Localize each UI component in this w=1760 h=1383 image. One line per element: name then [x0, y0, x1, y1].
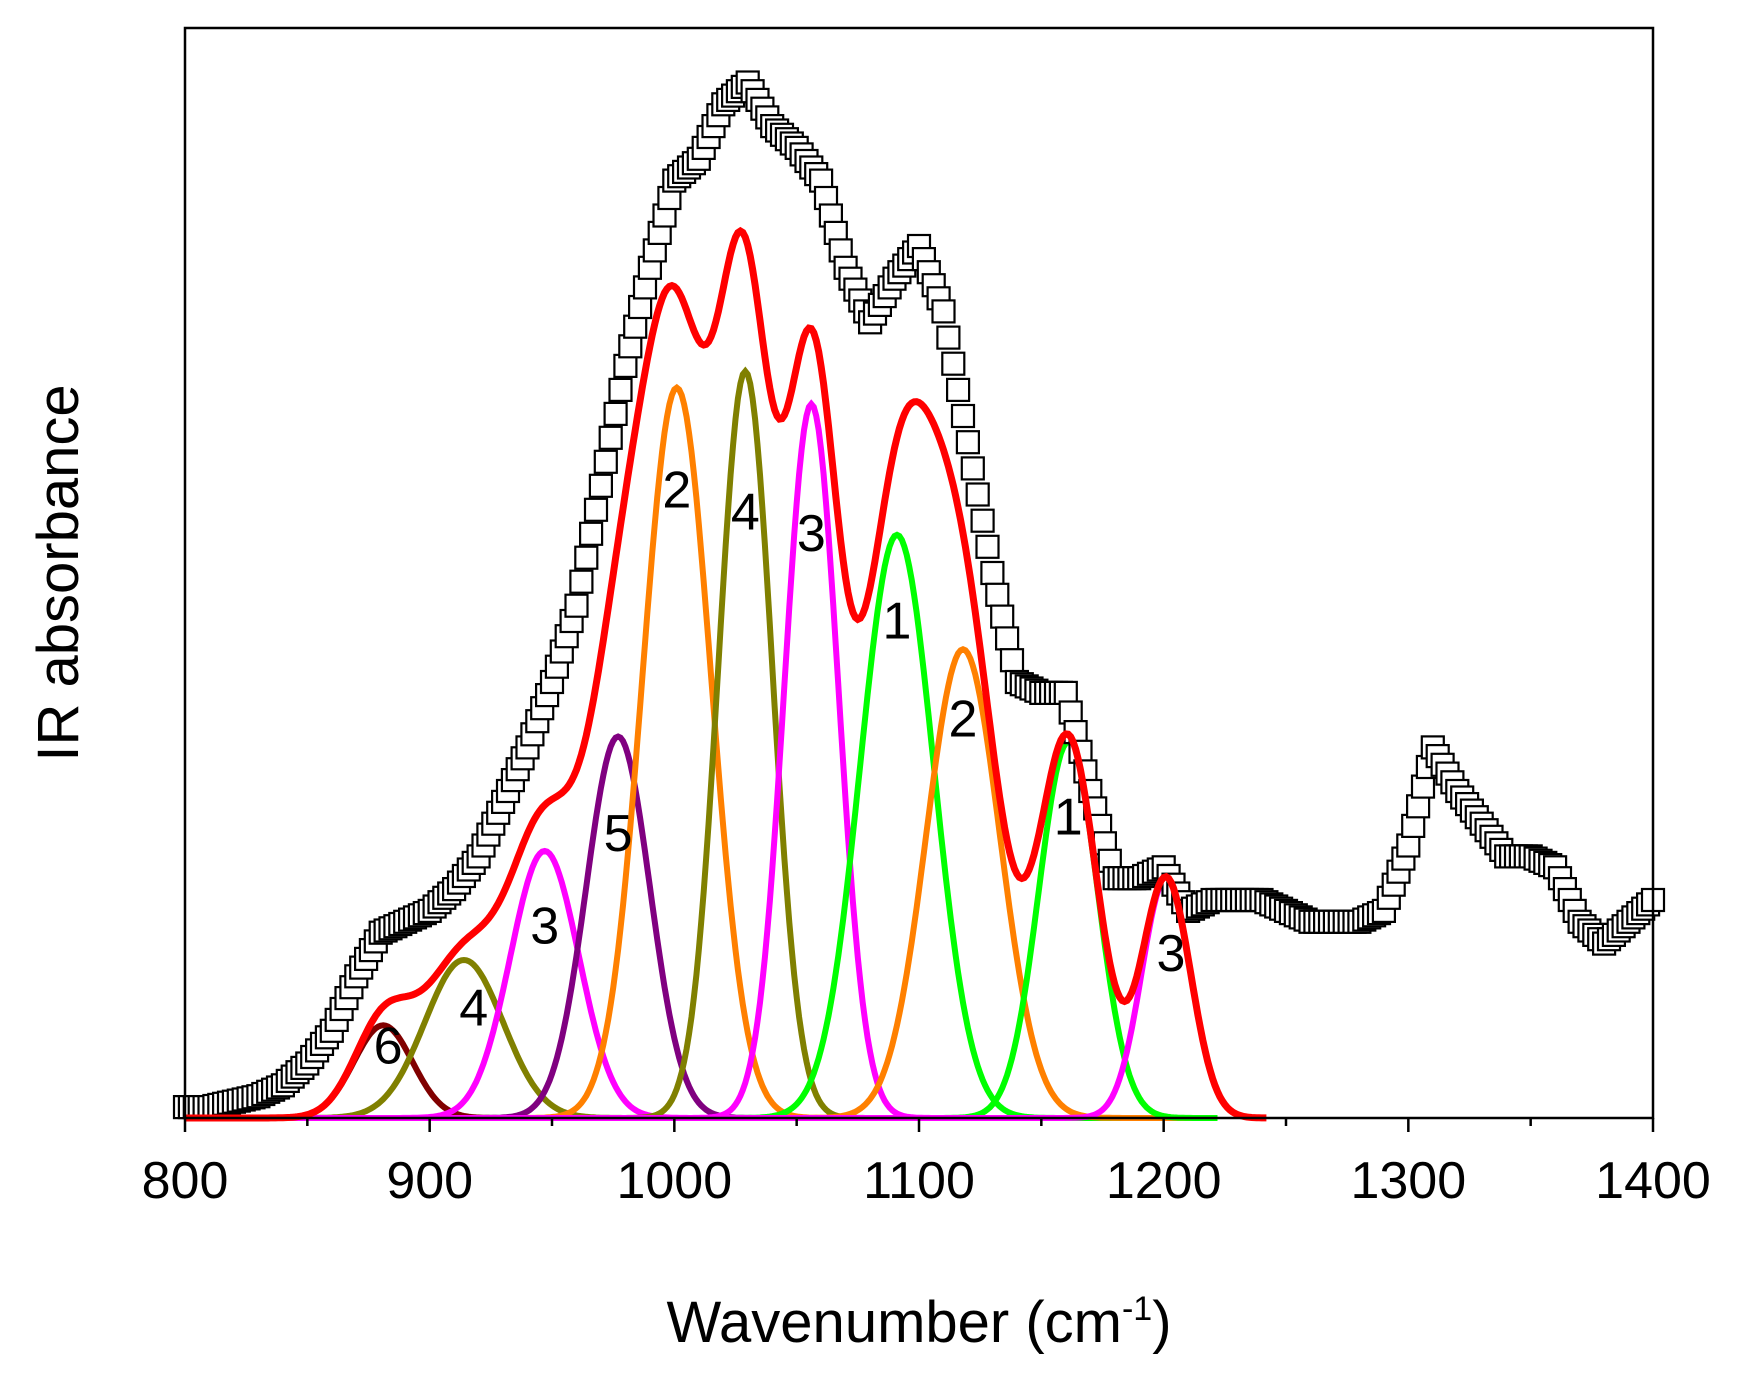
measured-point — [574, 545, 599, 570]
measured-point — [945, 377, 971, 402]
measured-point — [990, 604, 1015, 629]
peak-label-1: 6 — [374, 1018, 403, 1076]
peak-label-9: 2 — [949, 691, 978, 749]
plot-frame — [183, 26, 1655, 1120]
measured-point — [999, 648, 1025, 673]
measured-point — [569, 569, 594, 594]
measured-point — [603, 401, 628, 426]
peak-label-4: 5 — [604, 805, 633, 863]
measured-point — [970, 508, 995, 533]
peak-label-11: 3 — [1157, 925, 1186, 983]
peak-label-2: 4 — [459, 979, 488, 1037]
x-axis-title-main: Wavenumber (cm — [666, 1290, 1122, 1355]
x-tick-label: 900 — [386, 1152, 473, 1210]
peak-label-7: 3 — [797, 505, 826, 563]
measured-point — [608, 377, 633, 402]
measured-point — [593, 449, 618, 474]
peak-label-10: 1 — [1054, 789, 1083, 847]
peak-label-8: 1 — [883, 592, 912, 650]
x-axis-title-superscript: -1 — [1122, 1290, 1152, 1328]
peak-label-5: 2 — [662, 462, 691, 520]
measured-point — [564, 593, 589, 618]
fitted-envelope — [185, 226, 1267, 1122]
measured-point — [578, 521, 604, 546]
measured-point — [941, 351, 966, 376]
fit-envelope-line — [185, 226, 1267, 1122]
x-axis-title-suffix: ) — [1152, 1290, 1171, 1355]
x-tick-label: 1000 — [616, 1152, 732, 1210]
measured-point — [598, 425, 623, 450]
measured-point — [980, 560, 1005, 586]
measured-point — [985, 582, 1010, 607]
x-axis: 800 900 1000 1100 1200 1300 1400 — [142, 1118, 1711, 1210]
y-axis-title: IR absorbance — [26, 384, 91, 761]
measured-spectrum — [172, 70, 1666, 1120]
measured-point — [588, 473, 614, 498]
measured-point — [950, 403, 976, 429]
x-tick-label: 1200 — [1106, 1152, 1222, 1210]
peak-label-3: 3 — [530, 898, 559, 956]
measured-point — [975, 534, 1000, 559]
measured-point — [583, 497, 609, 522]
measured-point — [931, 299, 956, 324]
measured-point — [955, 430, 981, 455]
x-tick-label: 800 — [142, 1152, 229, 1210]
x-tick-label: 1300 — [1350, 1152, 1466, 1210]
measured-point — [994, 626, 1020, 651]
measured-point — [960, 456, 985, 481]
x-axis-title: Wavenumber (cm-1) — [666, 1290, 1171, 1355]
peak-label-6: 4 — [731, 483, 760, 541]
x-tick-label: 1400 — [1595, 1152, 1711, 1210]
measured-point — [936, 325, 961, 350]
x-tick-label: 1100 — [863, 1152, 975, 1210]
measured-point — [965, 482, 990, 507]
